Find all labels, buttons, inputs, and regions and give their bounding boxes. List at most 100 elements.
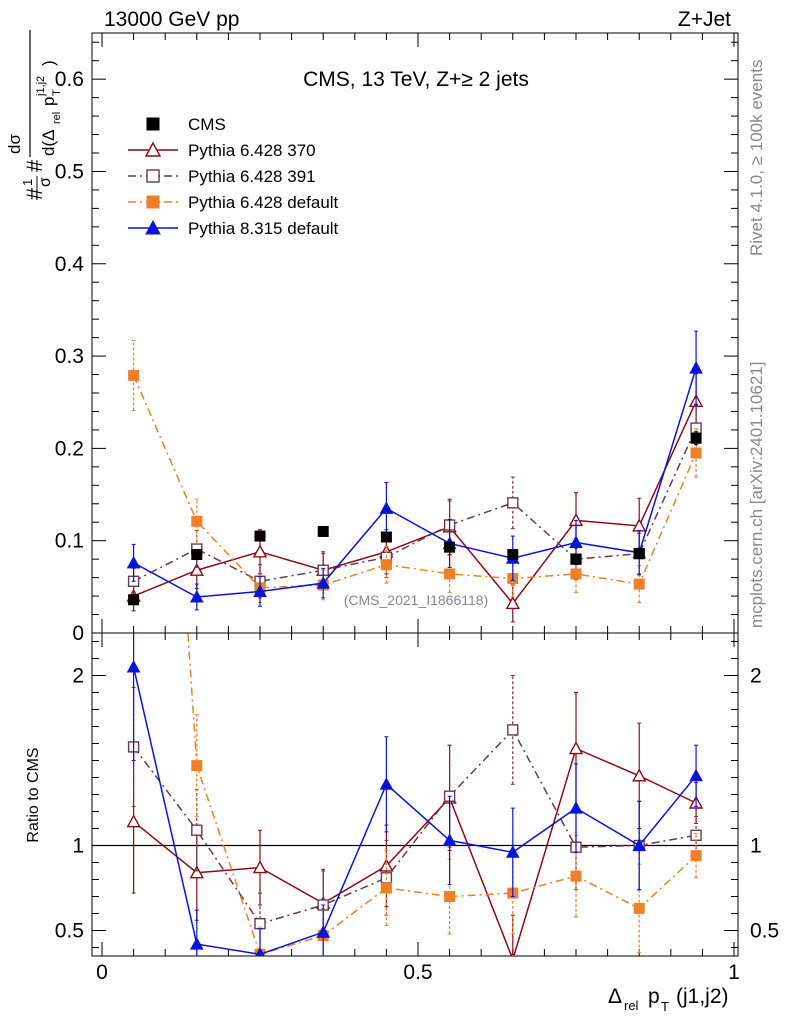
legend-marker <box>146 169 160 183</box>
data-point <box>570 870 582 882</box>
data-point <box>128 369 140 381</box>
y-axis-label-top: # 1 σ # dσ d(Δ rel p j1,j2 T ) <box>5 30 63 200</box>
data-point <box>570 568 582 580</box>
y-tick-label-ratio-right: 1 <box>750 835 762 858</box>
data-point <box>505 595 520 610</box>
legend-label: Pythia 6.428 370 <box>188 141 316 160</box>
y-tick-label-top: 0.4 <box>55 253 85 276</box>
y-tick-label-ratio-right: 0.5 <box>750 920 779 943</box>
data-point <box>442 833 457 846</box>
y-tick-label-ratio: 2 <box>72 665 84 688</box>
series-pythia-6-428-370 <box>126 373 704 623</box>
data-point <box>126 555 141 569</box>
series-line <box>133 728 697 925</box>
svg-text:T: T <box>51 89 63 96</box>
data-point <box>633 578 645 590</box>
svg-text:): ) <box>39 60 58 66</box>
data-point <box>690 432 702 444</box>
data-point <box>505 845 520 858</box>
data-point <box>444 541 456 553</box>
rivet-label: Rivet 4.1.0, ≥ 100k events <box>747 60 766 256</box>
series-cms <box>128 431 702 606</box>
legend-entry: Pythia 6.428 391 <box>128 167 316 186</box>
data-point <box>191 515 203 527</box>
data-point <box>189 589 204 603</box>
chart-title: CMS, 13 TeV, Z+≥ 2 jets <box>303 68 529 91</box>
data-point <box>380 531 392 543</box>
data-point <box>317 525 329 537</box>
legend-marker <box>146 195 160 209</box>
analysis-id: (CMS_2021_I1866118) <box>344 592 489 608</box>
data-point <box>316 576 331 589</box>
y-tick-label-top: 0.1 <box>55 530 84 553</box>
data-point <box>316 925 331 938</box>
y-tick-label-ratio: 1 <box>72 835 84 858</box>
y-tick-label-top: 0.6 <box>55 68 84 91</box>
x-tick-label: 0 <box>96 961 108 984</box>
svg-text:d(Δ: d(Δ <box>39 130 58 156</box>
data-point <box>507 497 519 509</box>
data-point <box>569 535 583 549</box>
data-point <box>690 447 702 459</box>
legend-marker <box>144 141 162 157</box>
data-point <box>570 553 582 565</box>
series-line <box>133 400 697 605</box>
legend-entry: Pythia 6.428 370 <box>128 141 316 160</box>
data-point <box>189 865 204 879</box>
data-point <box>126 814 141 828</box>
series-pythia-6-428-default <box>128 339 702 604</box>
svg-text:rel: rel <box>51 112 63 124</box>
legend-label: CMS <box>188 115 226 134</box>
legend-entry: CMS <box>146 115 226 134</box>
legend-entry: Pythia 6.428 default <box>128 193 339 212</box>
data-point <box>253 584 267 597</box>
data-point <box>633 548 645 560</box>
ratio-series-pythia-6-428-370 <box>126 692 704 956</box>
x-tick-label: 0.5 <box>403 961 432 984</box>
legend-label: Pythia 6.428 default <box>188 193 339 212</box>
header-right: Z+Jet <box>678 8 731 31</box>
y-tick-label-top: 0.2 <box>55 437 84 460</box>
data-point <box>444 891 456 902</box>
data-point <box>632 768 647 782</box>
data-point <box>255 947 265 956</box>
data-point <box>689 768 703 782</box>
legend-label: Pythia 8.315 default <box>188 219 339 238</box>
svg-text:dσ: dσ <box>5 134 24 154</box>
series-line <box>132 666 697 956</box>
legend-marker <box>145 219 161 235</box>
ratio-series-pythia-8-315-default <box>126 633 703 956</box>
y-axis-label-ratio: Ratio to CMS <box>25 747 42 842</box>
data-point <box>568 741 584 755</box>
legend-marker <box>146 117 160 131</box>
svg-text:Δ: Δ <box>608 985 622 1008</box>
data-point <box>189 562 204 576</box>
data-point <box>632 838 647 851</box>
data-point <box>569 801 583 814</box>
svg-text:T: T <box>661 999 669 1014</box>
series-line <box>133 367 697 598</box>
data-point <box>189 937 204 950</box>
svg-text:p: p <box>648 985 660 1008</box>
data-point <box>444 568 456 580</box>
series-line <box>187 633 697 956</box>
legend-entry: Pythia 8.315 default <box>128 219 339 238</box>
data-point <box>126 659 141 673</box>
data-point <box>191 824 203 836</box>
y-tick-label-ratio: 0.5 <box>55 920 84 943</box>
x-tick-label: 1 <box>728 961 740 984</box>
svg-text:rel: rel <box>624 998 639 1013</box>
data-point <box>191 760 203 772</box>
data-point <box>633 902 645 914</box>
svg-text:1: 1 <box>20 179 35 186</box>
svg-text:j1,j2: j1,j2 <box>35 76 47 97</box>
header-left: 13000 GeV pp <box>104 8 239 31</box>
series-line <box>133 747 697 956</box>
svg-text:p: p <box>39 97 58 106</box>
data-point <box>191 549 203 561</box>
y-tick-label-top: 0.3 <box>55 345 84 368</box>
data-point <box>380 882 392 894</box>
data-point <box>507 724 519 736</box>
data-point <box>379 501 394 514</box>
